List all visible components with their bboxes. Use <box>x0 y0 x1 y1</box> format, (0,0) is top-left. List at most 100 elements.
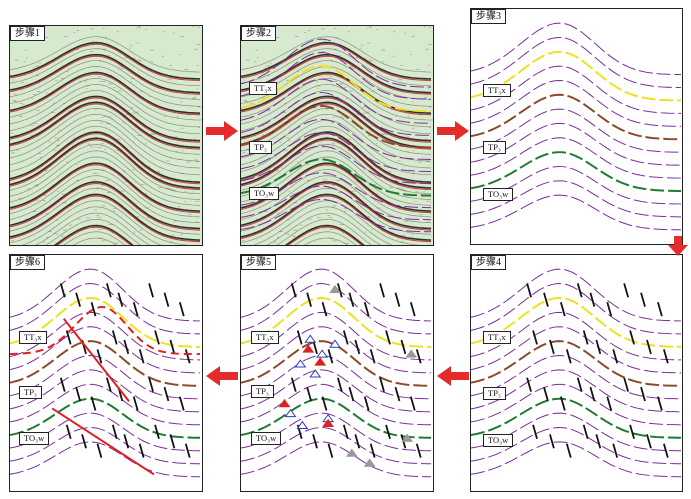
seismic-noise <box>140 184 145 185</box>
seismic-noise <box>396 187 401 189</box>
seismic-noise <box>90 146 94 148</box>
horizon-line <box>471 383 682 426</box>
horizon-line <box>10 297 201 348</box>
seismic-noise <box>14 59 19 61</box>
fault-segment <box>623 283 629 298</box>
seismic-noise <box>94 42 99 44</box>
seismic-noise <box>12 100 16 102</box>
horizon-line <box>471 369 682 413</box>
horizon-line <box>471 283 682 335</box>
seismic-noise <box>246 149 251 151</box>
seismic-noise <box>398 79 403 81</box>
seismic-reflector <box>10 169 201 218</box>
seismic-reflector <box>10 181 201 230</box>
seismic-noise <box>307 164 310 165</box>
seismic-noise <box>130 77 135 79</box>
fault-segment <box>169 434 176 449</box>
seismic-noise <box>423 26 426 28</box>
seismic-noise <box>51 112 55 113</box>
fault-segment <box>543 292 549 307</box>
seismic-noise <box>376 207 381 209</box>
seismic-noise <box>392 31 396 33</box>
fault-segment <box>148 283 154 298</box>
seismic-noise <box>76 180 80 181</box>
fault-segment <box>612 443 619 458</box>
horizon-line <box>471 22 682 76</box>
seismic-noise <box>198 127 200 128</box>
seismic-noise <box>114 242 119 244</box>
seismic-reflector <box>241 139 432 191</box>
seismic-noise <box>317 88 319 89</box>
seismic-noise <box>55 79 58 81</box>
fault-segment <box>400 339 407 355</box>
seismic-noise <box>173 32 175 34</box>
seismic-noise <box>410 54 412 56</box>
seismic-noise <box>411 101 414 103</box>
seismic-noise <box>184 69 189 70</box>
triangle-marker-icon <box>302 344 315 353</box>
seismic-noise <box>390 177 393 179</box>
step-5-label: 步骤5 <box>241 255 276 270</box>
seismic-noise <box>66 70 69 72</box>
seismic-noise <box>139 60 143 62</box>
seismic-reflector <box>241 131 432 183</box>
seismic-noise <box>94 108 98 110</box>
seismic-noise <box>276 213 280 215</box>
seismic-noise <box>128 57 131 59</box>
seismic-noise <box>54 137 59 139</box>
seismic-noise <box>364 231 367 233</box>
triangle-marker-icon <box>294 359 307 368</box>
seismic-noise <box>423 92 428 94</box>
seismic-noise <box>260 125 265 127</box>
seismic-noise <box>243 100 247 102</box>
seismic-noise <box>107 116 112 118</box>
seismic-noise <box>43 36 49 38</box>
fault-segment <box>96 349 103 364</box>
seismic-noise <box>33 123 38 125</box>
fault-segment <box>306 386 312 402</box>
fault-segment <box>90 301 97 317</box>
seismic-noise <box>98 237 103 239</box>
seismic-reflector <box>252 206 393 245</box>
seismic-noise <box>113 207 118 209</box>
step-2-label: 步骤2 <box>241 26 276 41</box>
seismic-noise <box>253 103 256 105</box>
fault-segment <box>348 386 355 402</box>
seismic-noise <box>56 140 60 142</box>
seismic-noise <box>103 115 107 117</box>
seismic-noise <box>12 79 15 81</box>
seismic-section <box>10 26 202 245</box>
seismic-noise <box>415 190 418 192</box>
seismic-noise <box>56 145 60 146</box>
seismic-noise <box>186 161 191 163</box>
seismic-noise <box>323 227 326 229</box>
fault-segment <box>565 443 572 458</box>
horizon-label-tp: TP₃ <box>483 387 506 400</box>
seismic-noise <box>254 74 257 76</box>
seismic-noise <box>138 26 141 28</box>
horizon-line <box>471 268 682 322</box>
fault-segment <box>342 330 349 345</box>
seismic-noise <box>32 211 37 212</box>
fault-segment <box>369 443 376 458</box>
seismic-noise <box>293 236 296 238</box>
seismic-noise <box>318 143 322 145</box>
horizon-line <box>471 180 682 218</box>
seismic-noise <box>90 144 93 146</box>
seismic-noise <box>120 190 125 192</box>
seismic-noise <box>194 48 198 50</box>
seismic-reflector <box>303 237 348 245</box>
seismic-reflector <box>284 224 365 245</box>
seismic-noise <box>72 137 75 139</box>
seismic-noise <box>359 120 362 122</box>
horizon-line <box>471 50 682 102</box>
seismic-noise <box>187 114 192 116</box>
horizon-label-to: TO₃w <box>19 432 50 445</box>
seismic-noise <box>180 36 184 38</box>
seismic-noise <box>338 116 343 118</box>
fault-segment <box>663 349 669 364</box>
seismic-noise <box>67 110 73 112</box>
seismic-noise <box>399 188 403 190</box>
seismic-reflector <box>241 36 432 73</box>
fault-segment <box>75 386 81 402</box>
